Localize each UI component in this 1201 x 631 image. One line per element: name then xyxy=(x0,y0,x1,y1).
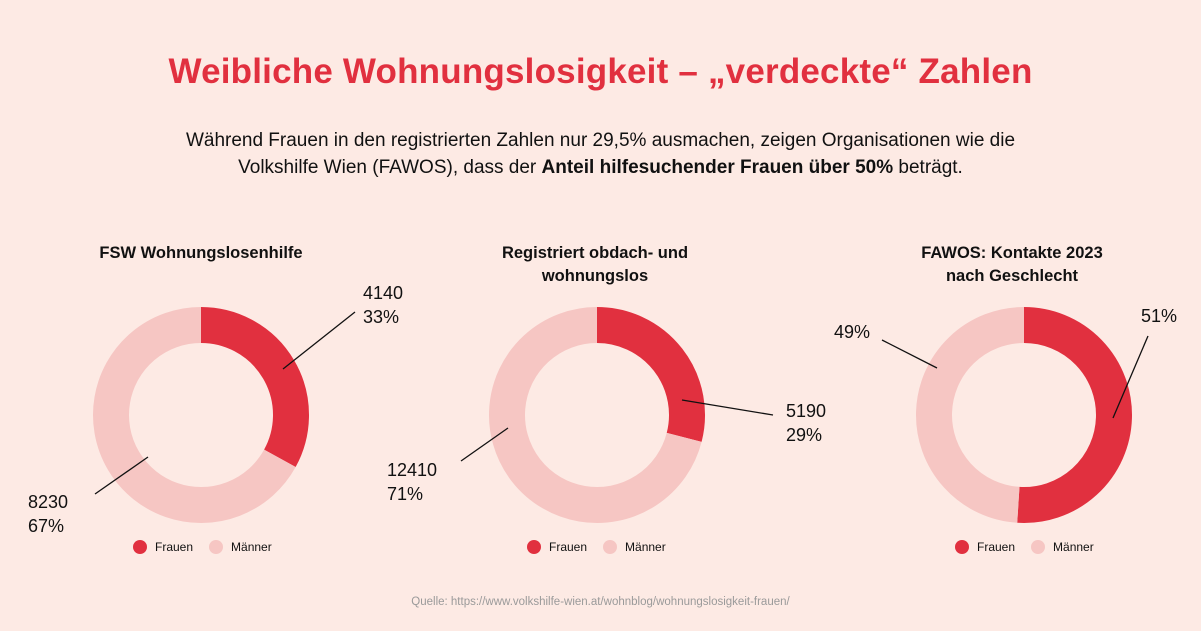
chart3-frauen-pct: 51% xyxy=(1141,306,1178,326)
chart2-frauen-pct: 29% xyxy=(786,425,823,445)
chart1-frauen-label: 4140 33% xyxy=(363,281,403,329)
chart1-maenner-pct: 67% xyxy=(28,516,65,536)
chart1-maenner-value: 8230 xyxy=(28,492,69,512)
chart1-slice-frauen xyxy=(200,307,309,468)
chart1-slice-maenner xyxy=(93,307,296,523)
chart1-maenner-label: 8230 67% xyxy=(28,490,68,538)
legend-dot-frauen xyxy=(527,540,541,554)
chart1-frauen-value: 4140 xyxy=(363,283,404,303)
chart2-legend: Frauen Männer xyxy=(527,540,682,554)
subtitle-line2-bold: Anteil hilfesuchender Frauen über 50% xyxy=(541,157,894,178)
subtitle-line2-suffix: beträgt. xyxy=(893,157,963,178)
chart2-slice-frauen xyxy=(596,307,705,442)
chart2-frauen-value: 5190 xyxy=(786,401,827,421)
legend-dot-maenner xyxy=(1031,540,1046,554)
chart1-title: FSW Wohnungslosenhilfe xyxy=(99,244,303,262)
chart3-title: FAWOS: Kontakte 2023 nach Geschlecht xyxy=(872,242,1152,288)
chart2-leader-line-frauen xyxy=(681,399,774,416)
chart3-leader-line-frauen xyxy=(1112,335,1149,419)
chart3-frauen-label: 51% xyxy=(1141,304,1177,328)
legend-item-frauen: Frauen xyxy=(133,540,193,554)
legend-item-maenner: Männer xyxy=(603,540,666,554)
chart2-maenner-value: 12410 xyxy=(387,460,438,480)
chart2-title-line2: wohnungslos xyxy=(541,267,649,285)
chart2-title-line1: Registriert obdach- und xyxy=(501,244,689,262)
legend-item-maenner: Männer xyxy=(1031,540,1094,554)
legend-label-maenner: Männer xyxy=(231,540,272,554)
legend-item-maenner: Männer xyxy=(209,540,272,554)
page-subtitle: Während Frauen in den registrierten Zahl… xyxy=(100,127,1101,181)
source-note: Quelle: https://www.volkshilfe-wien.at/w… xyxy=(411,596,790,608)
legend-dot-frauen xyxy=(955,540,969,554)
legend-dot-maenner xyxy=(603,540,618,554)
chart2-slice-maenner xyxy=(489,307,702,523)
chart3-title-line1: FAWOS: Kontakte 2023 xyxy=(921,244,1103,262)
chart3-leader-line-maenner xyxy=(881,339,938,369)
chart2-maenner-pct: 71% xyxy=(387,484,424,504)
legend-item-frauen: Frauen xyxy=(955,540,1015,554)
chart1-leader-line-frauen xyxy=(282,311,356,370)
page-title: Weibliche Wohnungslosigkeit – „verdeckte… xyxy=(168,52,1033,91)
legend-dot-frauen xyxy=(133,540,147,554)
legend-label-maenner: Männer xyxy=(625,540,666,554)
chart2-title: Registriert obdach- und wohnungslos xyxy=(455,242,735,288)
chart1-frauen-pct: 33% xyxy=(363,307,400,327)
subtitle-line2-prefix: Volkshilfe Wien (FAWOS), dass der xyxy=(238,157,542,178)
chart1-legend: Frauen Männer xyxy=(133,540,288,554)
legend-item-frauen: Frauen xyxy=(527,540,587,554)
chart3-slice-frauen xyxy=(1017,307,1132,523)
chart3-legend: Frauen Männer xyxy=(955,540,1110,554)
legend-label-frauen: Frauen xyxy=(977,540,1016,554)
legend-dot-maenner xyxy=(209,540,224,554)
chart3-maenner-label: 49% xyxy=(834,320,870,344)
chart3-title-line2: nach Geschlecht xyxy=(945,267,1079,285)
chart2-frauen-label: 5190 29% xyxy=(786,399,826,447)
chart1-leader-line-maenner xyxy=(94,456,149,495)
chart2-leader-line-maenner xyxy=(460,427,509,462)
legend-label-frauen: Frauen xyxy=(155,540,194,554)
chart3-maenner-pct: 49% xyxy=(834,322,871,342)
chart3-slice-maenner xyxy=(916,307,1025,523)
subtitle-line1: Während Frauen in den registrierten Zahl… xyxy=(185,130,1016,151)
legend-label-frauen: Frauen xyxy=(549,540,588,554)
chart2-maenner-label: 12410 71% xyxy=(387,458,437,506)
legend-label-maenner: Männer xyxy=(1053,540,1094,554)
